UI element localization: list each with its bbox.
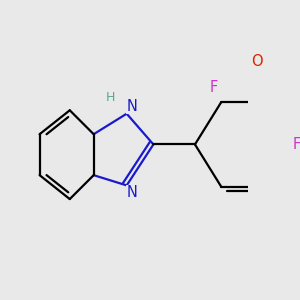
Text: N: N	[127, 185, 137, 200]
Text: O: O	[252, 54, 263, 69]
Text: F: F	[292, 137, 300, 152]
Text: F: F	[210, 80, 218, 95]
Text: H: H	[106, 91, 116, 104]
Text: N: N	[127, 99, 137, 114]
